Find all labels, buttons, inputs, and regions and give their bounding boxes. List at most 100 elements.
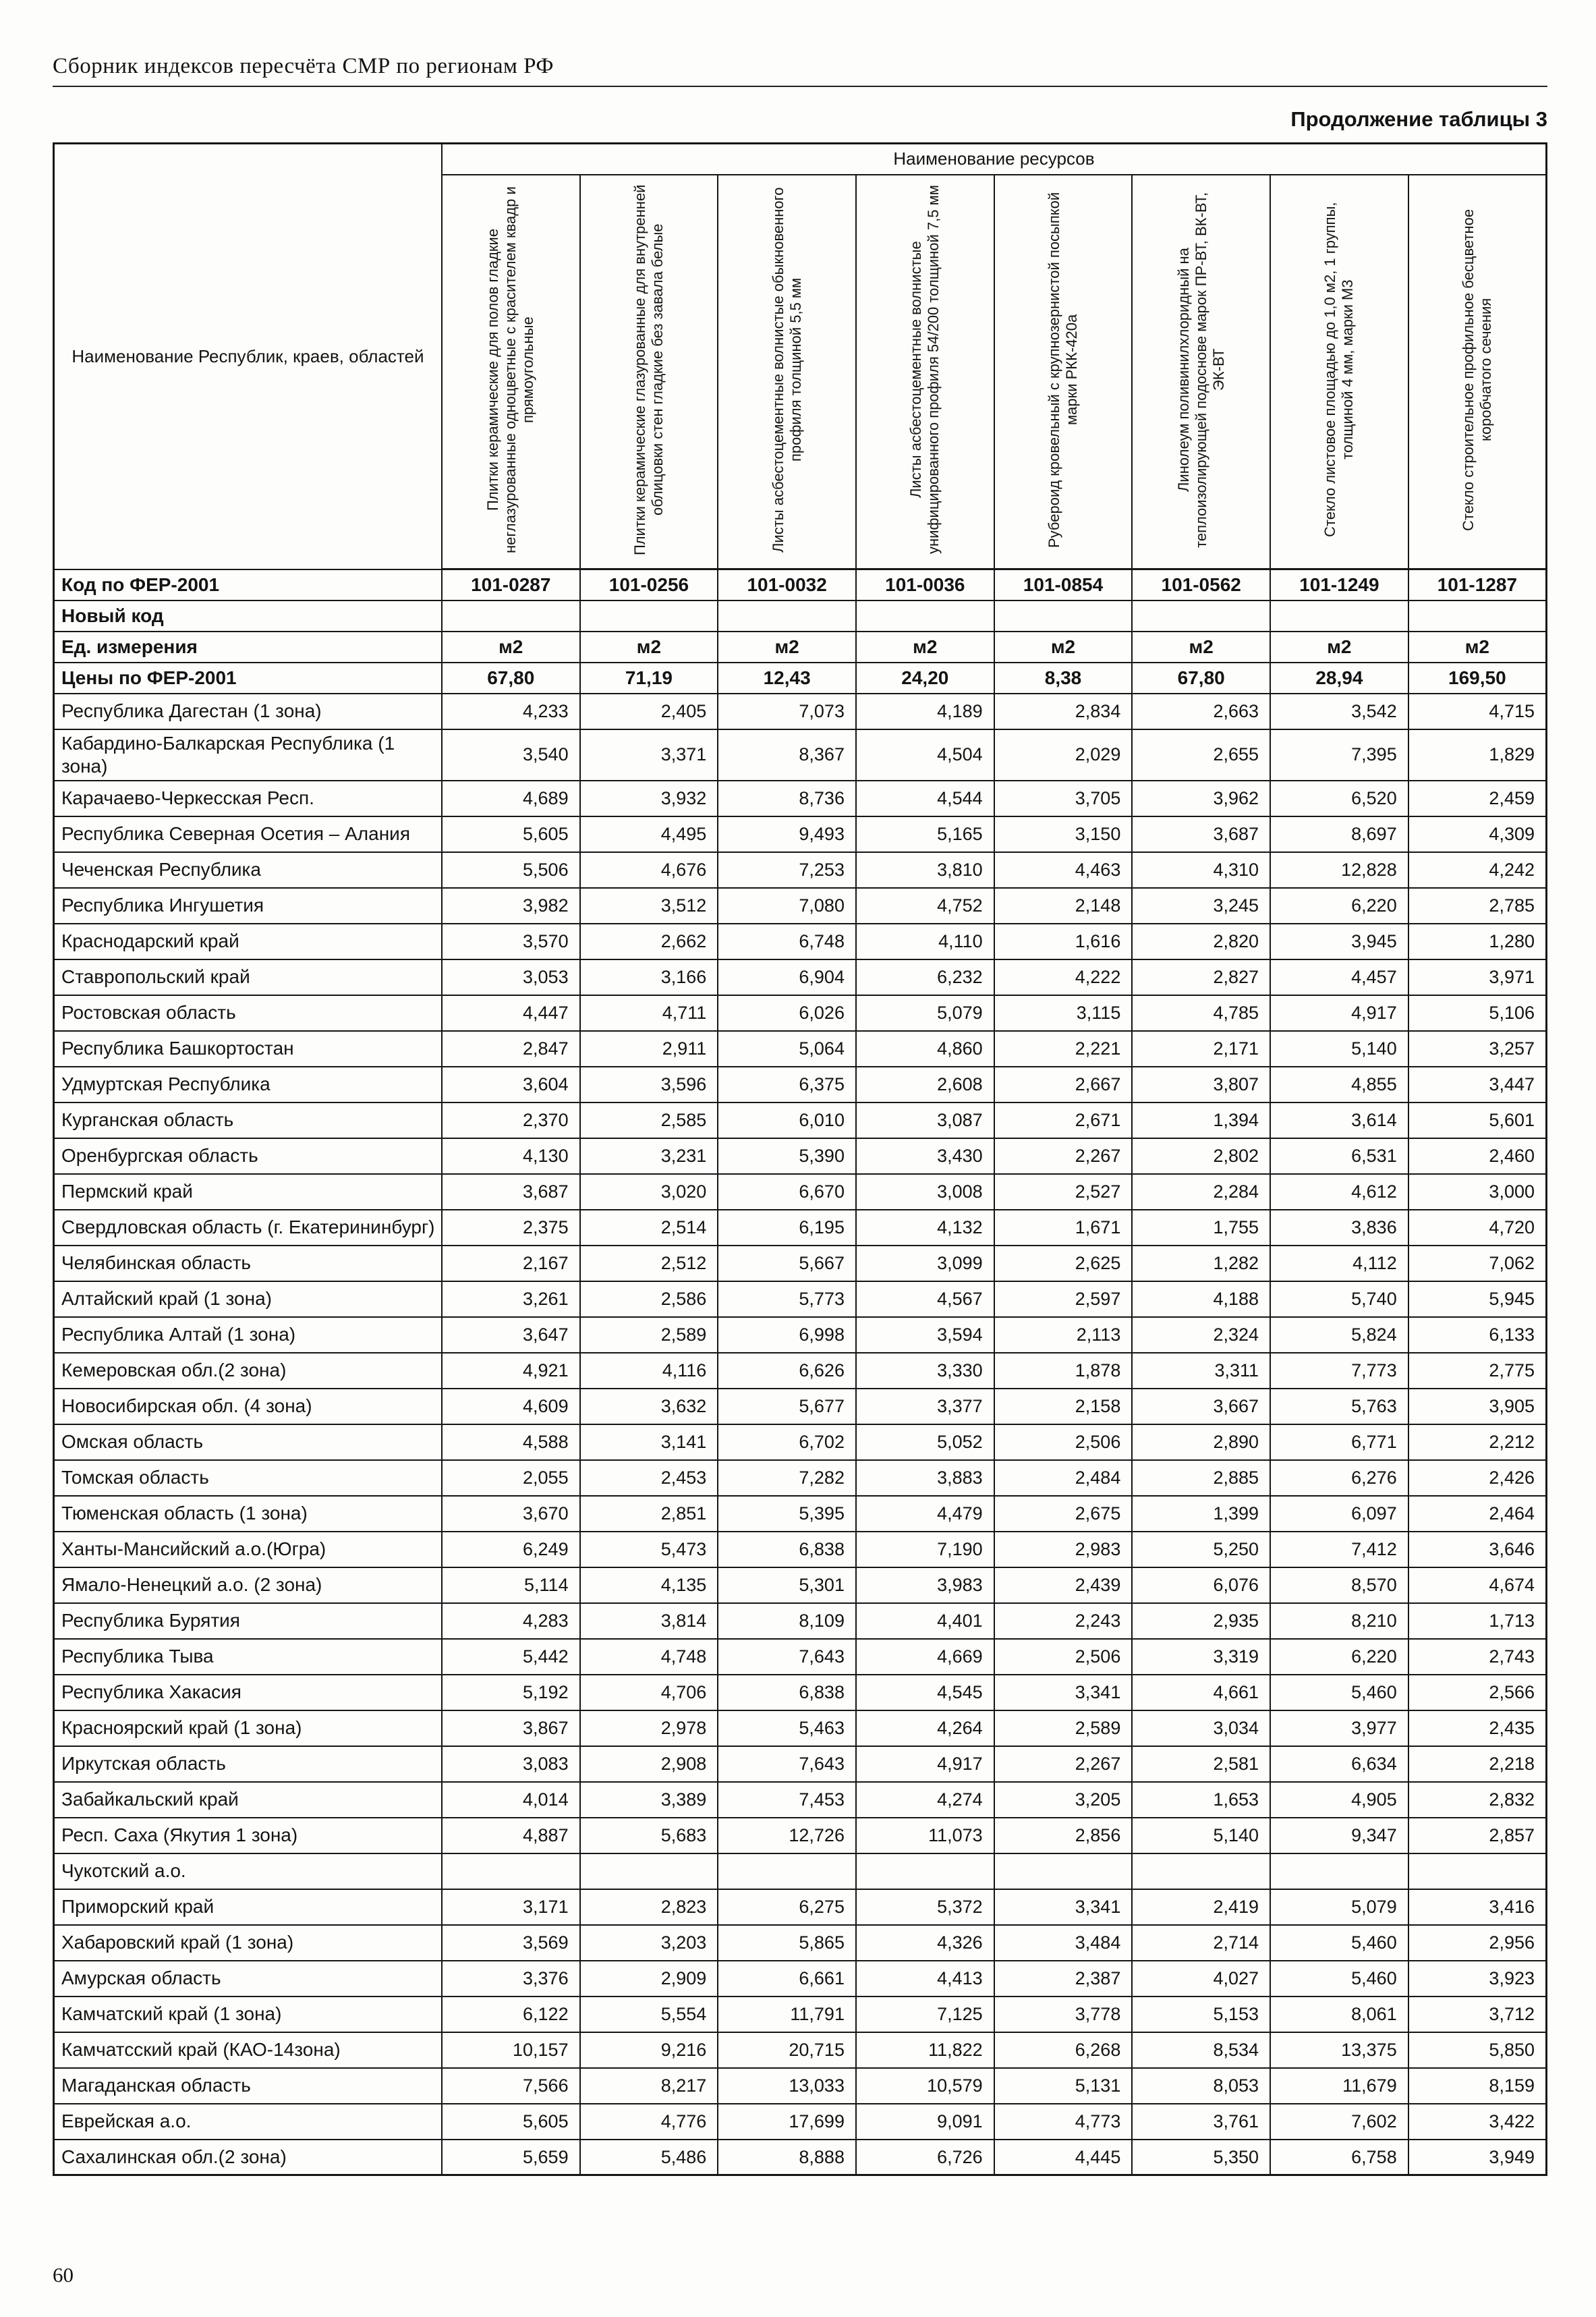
value-cell: 5,824 [1270,1316,1409,1353]
value-cell: 3,008 [855,1173,995,1210]
value-cell: 8,534 [1131,2031,1272,2069]
value-cell: 7,282 [717,1459,857,1497]
value-cell: 3,245 [1131,887,1272,924]
value-cell: 3,923 [1407,1959,1547,1997]
value-cell: 6,634 [1270,1745,1409,1783]
value-cell: 3,330 [855,1351,995,1389]
value-cell: 2,589 [993,1709,1133,1747]
value-cell: 6,838 [717,1530,857,1568]
resource-column-header-text: Плитки керамические глазурованные для вн… [631,184,666,555]
value-cell: 3,389 [579,1781,719,1818]
value-cell: 5,390 [717,1137,857,1175]
value-cell: 6,026 [717,994,857,1032]
value-cell: 2,743 [1407,1638,1547,1675]
table-row: Чукотский а.о. [53,1852,1547,1890]
value-cell: 3,341 [993,1673,1133,1711]
value-cell: 4,310 [1131,851,1272,889]
region-name: Алтайский край (1 зона) [53,1280,443,1318]
value-cell: 8,736 [717,779,857,817]
value-cell: 28,94 [1270,661,1409,694]
value-cell: 2,221 [993,1030,1133,1067]
table-row: Челябинская область 2,167 2,512 5,667 3,099 2… [53,1244,1547,1282]
value-cell: 3,319 [1131,1638,1272,1675]
value-cell [1131,1852,1272,1890]
value-cell: 2,662 [579,922,719,960]
table-row: Забайкальский край 4,014 3,389 7,453 4,274 3,… [53,1781,1547,1818]
value-cell: 4,715 [1407,692,1547,730]
value-cell: 4,413 [855,1959,995,1997]
value-cell: 3,422 [1407,2102,1547,2140]
region-name: Республика Башкортостан [53,1030,443,1067]
value-cell: 4,188 [1131,1280,1272,1318]
value-cell: 7,073 [717,692,857,730]
value-cell: 2,851 [579,1495,719,1532]
value-cell: 2,820 [1131,922,1272,960]
value-cell: 3,261 [440,1280,581,1318]
value-cell: 3,099 [855,1244,995,1282]
value-cell: 2,514 [579,1208,719,1246]
value-cell: 4,189 [855,692,995,730]
table-row: Омская область 4,588 3,141 6,702 5,052 2,506 2… [53,1423,1547,1461]
table-row: Оренбургская область 4,130 3,231 5,390 3,430… [53,1137,1547,1175]
value-cell: 2,663 [1131,692,1272,730]
value-cell: 2,714 [1131,1924,1272,1961]
region-name: Иркутская область [53,1745,443,1783]
value-cell: 3,570 [440,922,581,960]
value-cell: 3,376 [440,1959,581,1997]
value-cell: 2,439 [993,1566,1133,1604]
meta-row-label: Ед. измерения [53,630,443,663]
value-cell: 2,484 [993,1459,1133,1497]
value-cell: 7,643 [717,1638,857,1675]
value-cell: 3,020 [579,1173,719,1210]
value-cell: 2,113 [993,1316,1133,1353]
region-name: Кемеровская обл.(2 зона) [53,1351,443,1389]
value-cell: 2,655 [1131,728,1272,781]
value-cell: 2,506 [993,1423,1133,1461]
value-cell: 4,264 [855,1709,995,1747]
value-cell: 2,832 [1407,1781,1547,1818]
value-cell: 2,802 [1131,1137,1272,1175]
value-cell: 2,834 [993,692,1133,730]
value-cell: 2,775 [1407,1351,1547,1389]
table-row: Республика Башкортостан 2,847 2,911 5,064 4,… [53,1030,1547,1067]
value-cell: 24,20 [855,661,995,694]
value-cell: 3,810 [855,851,995,889]
region-name: Курганская область [53,1101,443,1139]
value-cell: 7,643 [717,1745,857,1783]
value-cell: 4,135 [579,1566,719,1604]
table-row: Республика Алтай (1 зона) 3,647 2,589 6,998… [53,1316,1547,1353]
value-cell: 5,153 [1131,1995,1272,2033]
value-cell: 7,253 [717,851,857,889]
table-row: Республика Бурятия 4,283 3,814 8,109 4,401 2,… [53,1602,1547,1640]
value-cell: 4,233 [440,692,581,730]
value-cell: 5,473 [579,1530,719,1568]
value-cell: 3,667 [1131,1387,1272,1425]
page-number: 60 [53,2263,74,2287]
value-cell: 4,785 [1131,994,1272,1032]
value-cell: 4,776 [579,2102,719,2140]
region-name: Республика Хакасия [53,1673,443,1711]
table-row: Ростовская область 4,447 4,711 6,026 5,079 3,… [53,994,1547,1032]
value-cell: 3,205 [993,1781,1133,1818]
value-cell: 4,027 [1131,1959,1272,1997]
value-cell: 3,430 [855,1137,995,1175]
value-cell: 4,445 [993,2138,1133,2176]
value-cell: 2,857 [1407,1816,1547,1854]
value-cell: 5,140 [1270,1030,1409,1067]
table-caption: Продолжение таблицы 3 [1290,107,1547,131]
value-cell: 4,309 [1407,815,1547,853]
value-cell: 1,755 [1131,1208,1272,1246]
value-cell: 2,243 [993,1602,1133,1640]
document-header: Сборник индексов пересчёта СМР по регион… [53,54,1547,87]
value-cell: 2,167 [440,1244,581,1282]
value-cell [440,599,581,632]
value-cell: 3,614 [1270,1101,1409,1139]
value-cell: 4,222 [993,958,1133,996]
table-row: Чеченская Республика 5,506 4,676 7,253 3,810… [53,851,1547,889]
value-cell: 6,838 [717,1673,857,1711]
region-name: Ямало-Ненецкий а.о. (2 зона) [53,1566,443,1604]
value-cell: 2,671 [993,1101,1133,1139]
value-cell: 6,275 [717,1888,857,1926]
table-row: Томская область 2,055 2,453 7,282 3,883 2,484… [53,1459,1547,1497]
value-cell: 6,670 [717,1173,857,1210]
